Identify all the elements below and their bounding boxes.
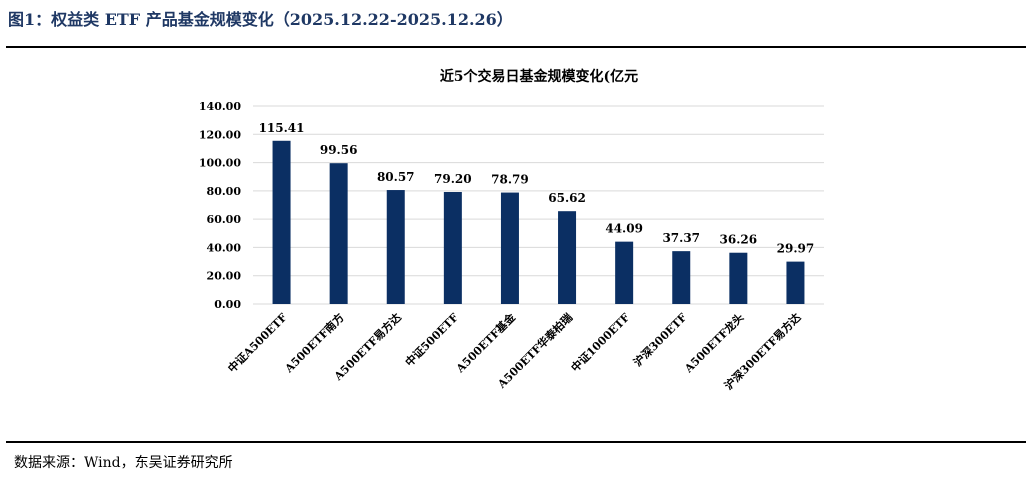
- bar: [329, 163, 348, 304]
- bar: [443, 191, 462, 304]
- x-tick-label: A500ETF基金: [452, 310, 518, 376]
- data-label: 78.79: [491, 173, 529, 187]
- bars: [272, 140, 805, 304]
- x-axis-labels: 中证A500ETFA500ETF南方A500ETF易方达中证500ETFA500…: [225, 310, 804, 393]
- y-tick-label: 40.00: [207, 241, 242, 254]
- bar: [500, 192, 519, 304]
- bar: [386, 190, 405, 304]
- data-label: 36.26: [720, 233, 758, 247]
- data-label: 99.56: [320, 143, 358, 157]
- data-labels: 115.41 99.56 80.57 79.20 78.79 65.62 44.09 37.3…: [259, 121, 815, 256]
- figure-title: 图1：权益类 ETF 产品基金规模变化（2025.12.22-2025.12.2…: [8, 10, 513, 29]
- bar: [558, 211, 577, 304]
- y-tick-label: 120.00: [199, 128, 241, 141]
- x-tick-label: 沪深300ETF: [630, 310, 689, 369]
- top-rule: [6, 46, 1026, 48]
- gridlines: [253, 105, 824, 305]
- y-tick-label: 20.00: [207, 270, 242, 283]
- x-tick-label: 中证A500ETF: [225, 310, 290, 375]
- x-tick-label: 中证1000ETF: [568, 310, 632, 374]
- x-tick-label: 中证500ETF: [402, 310, 461, 369]
- bar: [272, 140, 291, 304]
- source-note: 数据来源：Wind，东吴证券研究所: [14, 455, 233, 471]
- y-tick-label: 60.00: [207, 213, 242, 226]
- x-tick-label: A500ETF南方: [281, 310, 347, 376]
- data-label: 37.37: [662, 231, 700, 245]
- bottom-rule: [6, 441, 1026, 443]
- y-tick-label: 80.00: [207, 185, 242, 198]
- bar-chart: 近5个交易日基金规模变化(亿元 0.00 20.00 40.00 60.00 80.00…: [199, 68, 824, 393]
- chart-title: 近5个交易日基金规模变化(亿元: [440, 68, 638, 85]
- data-label: 80.57: [377, 170, 415, 184]
- bar: [786, 261, 805, 304]
- data-label: 29.97: [777, 242, 815, 256]
- x-tick-label: A500ETF龙头: [681, 310, 747, 376]
- data-label: 79.20: [434, 172, 472, 186]
- y-tick-label: 0.00: [214, 298, 241, 311]
- data-label: 44.09: [605, 222, 643, 236]
- data-label: 65.62: [548, 191, 586, 205]
- y-tick-label: 140.00: [199, 100, 241, 113]
- bar: [615, 241, 634, 304]
- y-tick-label: 100.00: [199, 157, 241, 170]
- bar: [729, 252, 748, 304]
- y-axis-ticks: 0.00 20.00 40.00 60.00 80.00 100.00 120.00 140.…: [199, 100, 241, 311]
- bar: [672, 251, 691, 304]
- data-label: 115.41: [259, 121, 305, 135]
